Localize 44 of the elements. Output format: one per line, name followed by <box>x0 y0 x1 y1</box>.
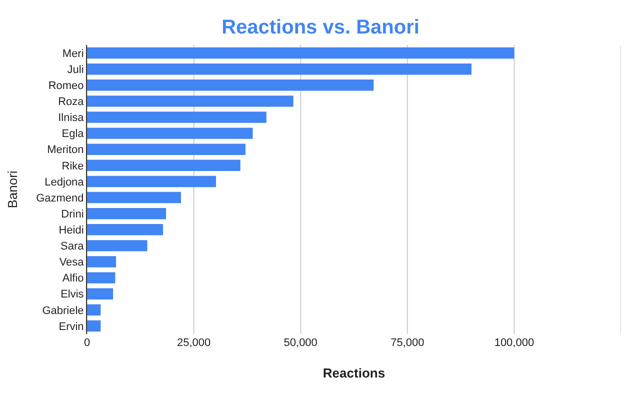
y-tick-label: Drini <box>61 208 84 220</box>
y-tick-label: Elvis <box>60 288 84 301</box>
bar <box>87 272 116 284</box>
y-tick-label: Roza <box>58 96 85 108</box>
bar <box>87 96 294 107</box>
bar <box>87 144 246 155</box>
x-tick-label: 75,000 <box>390 337 424 349</box>
y-tick-label: Vesa <box>59 256 85 269</box>
y-tick-label: Egla <box>62 128 85 140</box>
bar <box>87 80 374 91</box>
y-tick-label: Rike <box>62 160 84 172</box>
bar <box>87 176 216 188</box>
y-tick-label: Alfio <box>62 272 84 285</box>
bar <box>87 112 266 123</box>
x-tick-label: 0 <box>84 337 90 349</box>
bar <box>87 256 116 268</box>
x-tick-label: 50,000 <box>284 337 318 349</box>
y-tick-label: Meriton <box>47 144 84 156</box>
y-tick-label: Juli <box>67 64 84 76</box>
bar <box>87 320 101 332</box>
bar <box>87 192 181 204</box>
y-tick-label: Gabriele <box>42 304 84 317</box>
x-axis-title: Reactions <box>322 366 386 381</box>
bar <box>87 63 472 75</box>
y-tick-label: Ledjona <box>44 176 85 188</box>
bar <box>87 224 164 236</box>
y-tick-label: Heidi <box>58 224 84 236</box>
bar <box>87 128 253 139</box>
x-tick-label: 25,000 <box>176 337 211 349</box>
bar <box>87 240 148 252</box>
y-axis-title: Banori <box>5 170 20 208</box>
chart-title: Reactions vs. Banori <box>222 16 420 39</box>
x-tick-label: 100,000 <box>494 337 534 349</box>
y-tick-label: Ilnisa <box>58 112 85 124</box>
bar <box>87 304 101 316</box>
bar <box>87 47 514 59</box>
bar <box>87 208 166 220</box>
y-tick-label: Gazmend <box>36 192 84 204</box>
y-tick-label: Sara <box>60 240 85 253</box>
y-tick-label: Meri <box>62 48 84 60</box>
bar <box>87 160 240 172</box>
bar <box>87 288 114 300</box>
y-tick-label: Ervin <box>58 320 84 333</box>
y-tick-label: Romeo <box>48 80 84 92</box>
